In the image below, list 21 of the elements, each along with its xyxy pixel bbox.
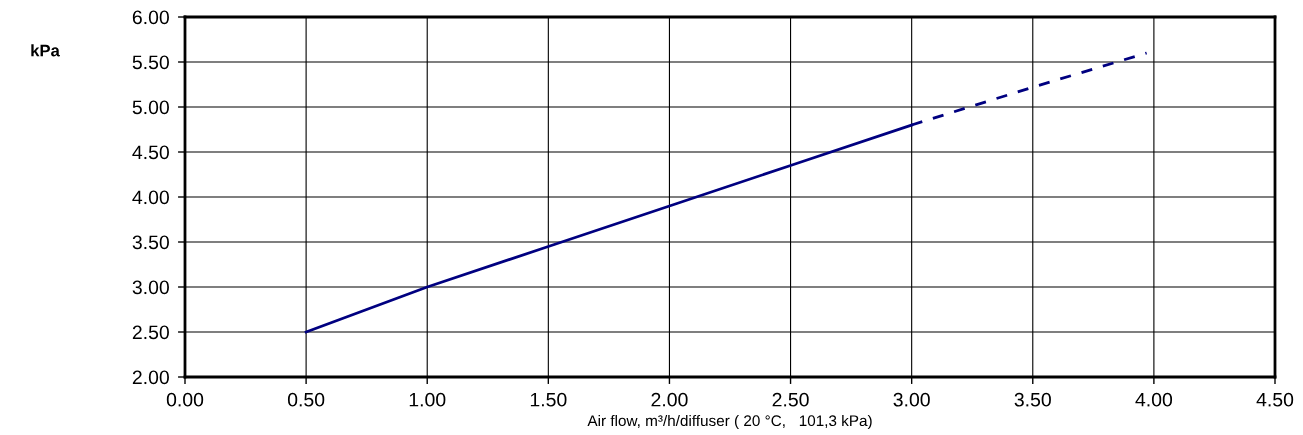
y-tick-label: 2.50 [132,325,169,340]
x-tick-label: 4.50 [1256,392,1294,407]
y-tick-label: 6.00 [132,10,169,25]
x-tick-label: 2.00 [651,392,688,407]
x-tick-label: 0.50 [287,392,325,407]
y-tick-label: 4.00 [132,190,169,205]
y-tick-label: 3.00 [132,280,169,295]
x-axis-title: Air flow, m³/h/diffuser ( 20 °C, 101,3 kPa) [587,414,872,430]
y-tick-label: 4.50 [132,145,169,160]
y-tick-label: 3.50 [132,235,169,250]
x-tick-label: 1.50 [530,392,567,407]
y-axis-title: kPa [31,44,60,57]
x-tick-label: 4.00 [1135,392,1173,407]
x-tick-label: 3.50 [1014,392,1051,407]
y-tick-label: 5.00 [132,100,169,115]
x-tick-label: 2.50 [772,392,809,407]
x-tick-label: 1.00 [409,392,446,407]
x-tick-label: 3.00 [893,392,930,407]
y-tick-label: 5.50 [132,55,169,70]
x-tick-label: 0.00 [166,392,204,407]
y-tick-label: 2.00 [132,370,169,385]
